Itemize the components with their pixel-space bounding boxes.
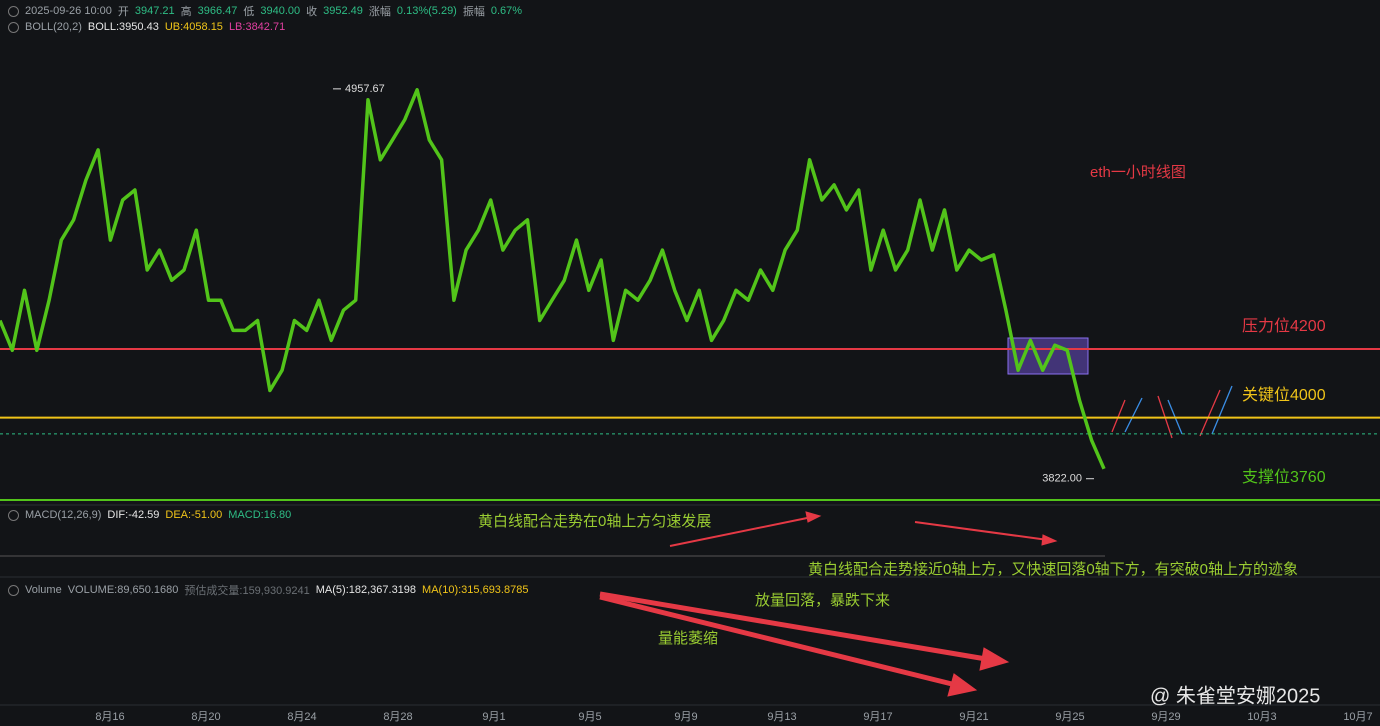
x-tick-label: 8月16 (95, 711, 124, 723)
header-item: DEA:-51.00 (165, 509, 223, 521)
annotation: 量能萎缩 (658, 630, 718, 647)
header-item: UB:4058.15 (164, 21, 223, 33)
level-label: 关键位4000 (1242, 386, 1326, 404)
price-line (0, 88, 1106, 470)
header-item: MACD(12,26,9) (25, 509, 102, 521)
header-item: DIF:-42.59 (107, 509, 160, 521)
header-item: 振幅 (462, 6, 485, 18)
header-item: 3966.47 (197, 5, 238, 17)
x-tick-label: 9月17 (863, 711, 892, 723)
x-tick-label: 10月7 (1343, 711, 1372, 723)
chart-title: eth一小时线图 (1090, 164, 1186, 181)
watermark: @ 朱雀堂安娜2025 (1150, 684, 1320, 707)
header-item: 0.67% (490, 5, 523, 17)
header-item: 涨幅 (368, 6, 391, 18)
header-item: 收 (306, 6, 318, 18)
x-tick-label: 10月3 (1247, 711, 1276, 723)
low-label: 3822.00 (1042, 473, 1082, 485)
x-tick-label: 8月24 (287, 711, 316, 723)
toggle-icon[interactable] (8, 21, 19, 33)
header-item: 3940.00 (260, 5, 301, 17)
header-item: 高 (180, 6, 192, 18)
toggle-icon[interactable] (8, 509, 19, 521)
header-item: 2025-09-26 10:00 (25, 5, 112, 17)
header-item: MA(10):315,693.8785 (422, 584, 529, 596)
annotation-arrows (599, 511, 1058, 697)
macd-row: MACD(12,26,9) DIF:-42.59 DEA:-51.00 MACD:16… (8, 509, 291, 521)
annotation: 黄白线配合走势接近0轴上方，又快速回落0轴下方，有突破0轴上方的迹象 (808, 561, 1298, 578)
header-item: BOLL:3950.43 (87, 21, 159, 33)
header-item: 预估成交量:159,930.9241 (184, 585, 310, 597)
header-item: MACD:16.80 (228, 509, 292, 521)
x-tick-label: 9月5 (578, 711, 601, 723)
header-item: 开 (117, 6, 129, 18)
header-item: VOLUME:89,650.1680 (67, 584, 179, 596)
toggle-icon[interactable] (8, 5, 19, 17)
volume-row: Volume VOLUME:89,650.1680 预估成交量:159,930.92… (8, 582, 528, 598)
x-tick-label: 9月9 (674, 711, 697, 723)
ohlc-row: 2025-09-26 10:00 开 3947.21 高 3966.47 低 3940.00… (8, 3, 522, 19)
toggle-icon[interactable] (8, 584, 19, 596)
level-label: 压力位4200 (1242, 317, 1326, 335)
boll-row: BOLL(20,2) BOLL:3950.43 UB:4058.15 LB:3842.… (8, 21, 285, 33)
header-item: BOLL(20,2) (25, 21, 82, 33)
header-item: MA(5):182,367.3198 (315, 584, 417, 596)
high-label: 4957.67 (345, 83, 385, 95)
header-item: LB:3842.71 (228, 21, 286, 33)
x-tick-label: 9月25 (1055, 711, 1084, 723)
annotation: 放量回落，暴跌下来 (755, 592, 890, 609)
x-tick-label: 9月29 (1151, 711, 1180, 723)
header-item: 3952.49 (323, 5, 363, 17)
level-label: 支撑位3760 (1242, 468, 1326, 486)
x-tick-label: 9月13 (767, 711, 796, 723)
x-tick-label: 8月20 (191, 711, 220, 723)
header-item: 0.13%(5.29) (396, 5, 457, 17)
header-item: 低 (243, 6, 255, 18)
x-tick-label: 9月21 (959, 711, 988, 723)
header-item: Volume (25, 584, 62, 596)
x-tick-label: 8月28 (383, 711, 412, 723)
x-tick-label: 9月1 (482, 711, 505, 723)
annotation: 黄白线配合走势在0轴上方匀速发展 (478, 513, 711, 530)
header-item: 3947.21 (134, 5, 175, 17)
